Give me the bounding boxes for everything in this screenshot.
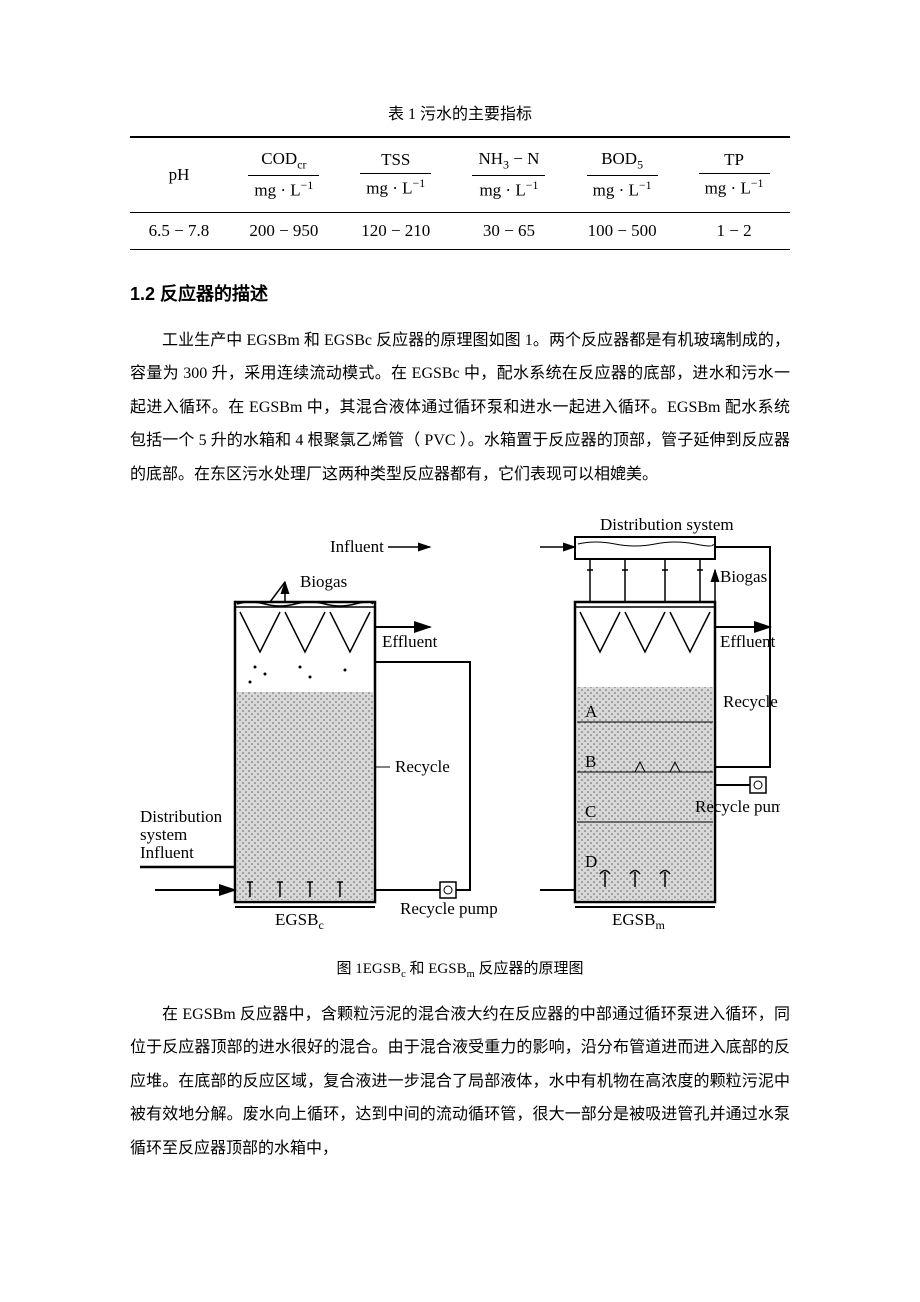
wastewater-table: pH CODcr mg · L−1 TSS mg · L−1 NH3 − N m…	[130, 136, 790, 250]
cell-tss: 120 − 210	[340, 212, 452, 249]
label-recycle-pump-right: Recycle pump	[695, 797, 780, 816]
col-nh3: NH3 − N mg · L−1	[452, 137, 567, 212]
label-effluent-left: Effluent	[382, 632, 438, 651]
table-data-row: 6.5 − 7.8 200 − 950 120 − 210 30 − 65 10…	[130, 212, 790, 249]
label-recycle-left: Recycle	[395, 757, 450, 776]
label-biogas-right: Biogas	[720, 567, 767, 586]
figure-1: Influent Biogas	[130, 512, 790, 947]
label-recycle-pump-left: Recycle pump	[400, 899, 498, 918]
col-tss: TSS mg · L−1	[340, 137, 452, 212]
label-C: C	[585, 802, 596, 821]
label-D: D	[585, 852, 597, 871]
table-header-row: pH CODcr mg · L−1 TSS mg · L−1 NH3 − N m…	[130, 137, 790, 212]
paragraph-2: 在 EGSBm 反应器中，含颗粒污泥的混合液大约在反应器的中部通过循环泵进入循环…	[130, 998, 790, 1166]
label-distribution-left: Distribution system Influent	[140, 807, 226, 862]
section-heading: 1.2 反应器的描述	[130, 280, 790, 306]
label-B: B	[585, 752, 596, 771]
label-influent-left: Influent	[330, 537, 384, 556]
figure-caption: 图 1EGSBc 和 EGSBm 反应器的原理图	[130, 957, 790, 980]
col-ph: pH	[130, 137, 228, 212]
label-distribution-top: Distribution system	[600, 515, 734, 534]
table-caption: 表 1 污水的主要指标	[130, 100, 790, 124]
cell-ph: 6.5 − 7.8	[130, 212, 228, 249]
egsbm-reactor: Distribution system Biogas	[540, 515, 780, 907]
label-biogas-left: Biogas	[300, 572, 347, 591]
cell-nh3: 30 − 65	[452, 212, 567, 249]
cell-bod: 100 − 500	[566, 212, 678, 249]
cell-cod: 200 − 950	[228, 212, 340, 249]
col-bod: BOD5 mg · L−1	[566, 137, 678, 212]
label-egsbc: EGSBc	[275, 910, 324, 932]
egsbc-reactor: Influent Biogas	[140, 537, 498, 918]
paragraph-1: 工业生产中 EGSBm 和 EGSBc 反应器的原理图如图 1。两个反应器都是有…	[130, 324, 790, 492]
label-effluent-right: Effluent	[720, 632, 776, 651]
col-cod: CODcr mg · L−1	[228, 137, 340, 212]
col-tp: TP mg · L−1	[678, 137, 790, 212]
label-A: A	[585, 702, 598, 721]
cell-tp: 1 − 2	[678, 212, 790, 249]
label-egsbm: EGSBm	[612, 910, 665, 932]
reactor-diagram-svg: Influent Biogas	[140, 512, 780, 942]
